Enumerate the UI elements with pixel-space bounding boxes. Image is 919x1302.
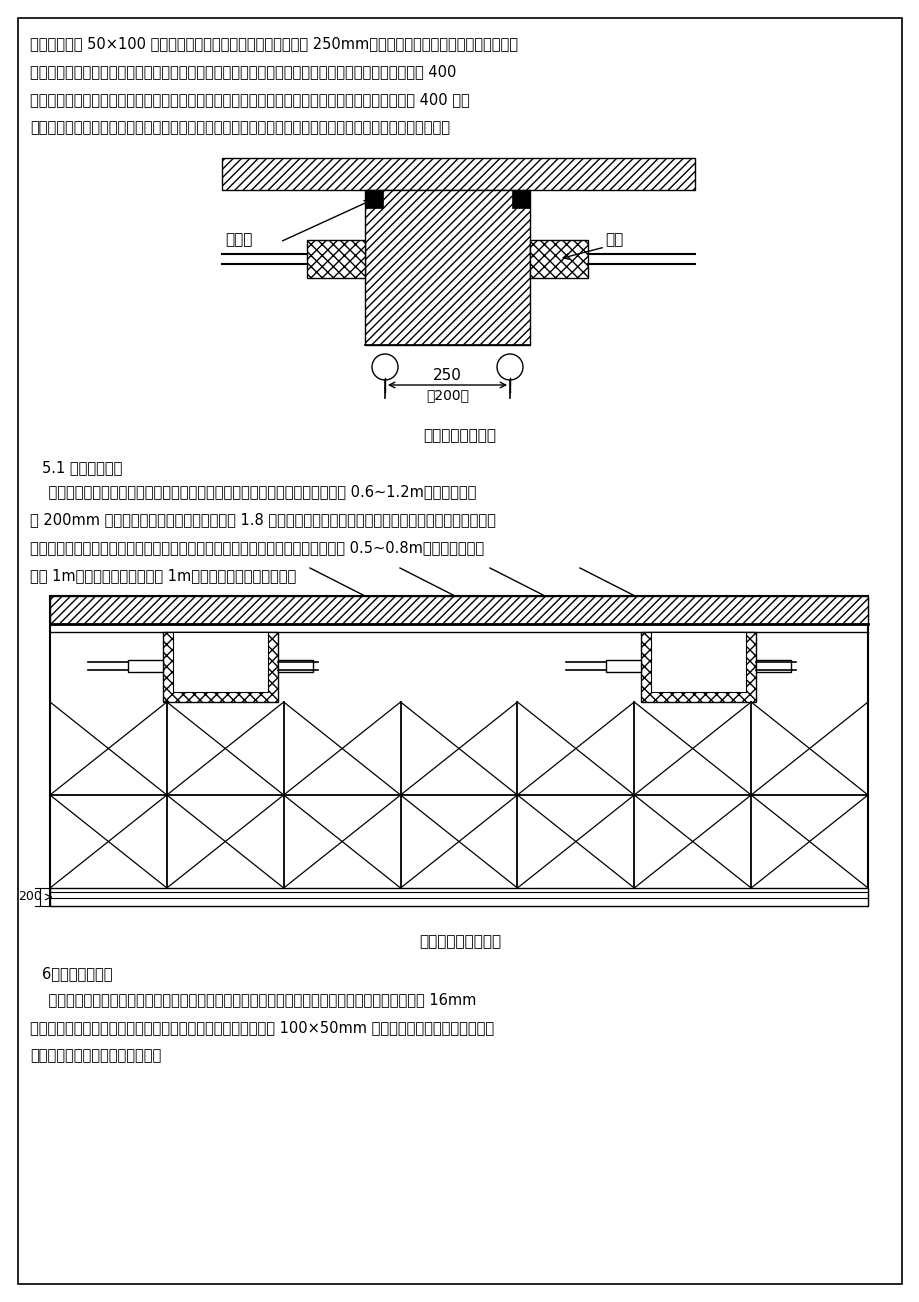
Bar	[50, 596, 867, 624]
Bar	[641, 631, 755, 702]
Bar	[365, 190, 382, 208]
Text: 模板接缝处必须进行刨平处理，采取硬拼并贴塑料胶带以防止漏浆。梁模板支设时，当梁截面高度大于 400: 模板接缝处必须进行刨平处理，采取硬拼并贴塑料胶带以防止漏浆。梁模板支设时，当梁截…	[30, 64, 456, 79]
Text: 时，先支设梁侧一侧模板，待梁钢筋绑扎完毕验收合格后进行另一侧模板支设。梁截面高度小于等于 400 时，: 时，先支设梁侧一侧模板，待梁钢筋绑扎完毕验收合格后进行另一侧模板支设。梁截面高度…	[30, 92, 470, 107]
Text: 纵向剪刀撑，由底至顶连续设置；剪刀撑的搭设应符合相关要求；梁侧立杆间距为 0.5~0.8m，梁底小横杆间: 纵向剪刀撑，由底至顶连续设置；剪刀撑的搭设应符合相关要求；梁侧立杆间距为 0.5…	[30, 540, 483, 555]
Bar	[641, 631, 755, 702]
Bar	[50, 596, 867, 906]
Text: 距为 1m，边梁外侧斜撑间距为 1m，在梁底两侧设置通长杆。: 距为 1m，边梁外侧斜撑间距为 1m，在梁底两侧设置通长杆。	[30, 568, 296, 583]
Bar	[512, 190, 529, 208]
Bar	[307, 240, 365, 279]
Bar	[173, 631, 267, 691]
Text: 5.1 模板支撑体系: 5.1 模板支撑体系	[42, 460, 122, 475]
Bar	[651, 631, 745, 691]
Circle shape	[371, 354, 398, 380]
Text: 6、楼梯模板施工: 6、楼梯模板施工	[42, 966, 112, 980]
Bar	[128, 660, 163, 672]
Text: 梁板模板支撑示意图: 梁板模板支撑示意图	[418, 934, 501, 949]
Bar	[163, 631, 278, 702]
Bar	[163, 631, 278, 702]
Bar	[50, 888, 867, 906]
Circle shape	[496, 354, 522, 380]
Bar	[529, 240, 587, 279]
Text: 面 200mm 处必须设置扫地杆，纵横杆步距为 1.8 米，满樘模板支架四边与中间每隔四排支架立杆应设置一道: 面 200mm 处必须设置扫地杆，纵横杆步距为 1.8 米，满樘模板支架四边与中…	[30, 512, 495, 527]
Text: 先将梁侧模板支设完毕后将梁钢筋用钢管架架空后绑扎，待绑扎完毕后放入模板中。梁板模板支设示意如下：: 先将梁侧模板支设完毕后将梁钢筋用钢管架架空后绑扎，待绑扎完毕后放入模板中。梁板模…	[30, 120, 449, 135]
Text: 梁模板支设示意图: 梁模板支设示意图	[423, 428, 496, 443]
Bar	[221, 158, 694, 190]
Text: 确、轮廓完整。支模示意图如下。: 确、轮廓完整。支模示意图如下。	[30, 1048, 161, 1062]
Text: 板作面板，以 50×100 木枋为龙骨，龙骨间距（中心距）不大于 250mm；模板在加工房内完成后到现场拼装，: 板作面板，以 50×100 木枋为龙骨，龙骨间距（中心距）不大于 250mm；模…	[30, 36, 517, 51]
Text: 200: 200	[18, 891, 42, 904]
Bar	[755, 660, 790, 672]
Bar	[278, 660, 312, 672]
Text: 250: 250	[433, 368, 461, 383]
Bar	[606, 660, 641, 672]
Bar	[365, 190, 529, 345]
Text: 模板的支撑体系选用普通钢管扣件满樘架。地下室满樘支撑架立杆纵横间距为 0.6~1.2m，底部距地板: 模板的支撑体系选用普通钢管扣件满樘架。地下室满樘支撑架立杆纵横间距为 0.6~1…	[30, 484, 476, 499]
Text: （200）: （200）	[425, 388, 469, 402]
Text: 厚双面覆膜九层板支模，用普通钢管架支撑，沿斜坡方向设两道 100×50mm 木枋锁紧踏步板，以保证梯步准: 厚双面覆膜九层板支模，用普通钢管架支撑，沿斜坡方向设两道 100×50mm 木枋…	[30, 1019, 494, 1035]
Text: 双面胶: 双面胶	[225, 232, 252, 247]
Text: 木枋: 木枋	[605, 232, 622, 247]
Text: 由于地下室楼梯混凝土同竖向结构混凝土同时浇筑，因此地下室楼梯模板制成半封闭式。模板采用 16mm: 由于地下室楼梯混凝土同竖向结构混凝土同时浇筑，因此地下室楼梯模板制成半封闭式。模…	[30, 992, 476, 1006]
